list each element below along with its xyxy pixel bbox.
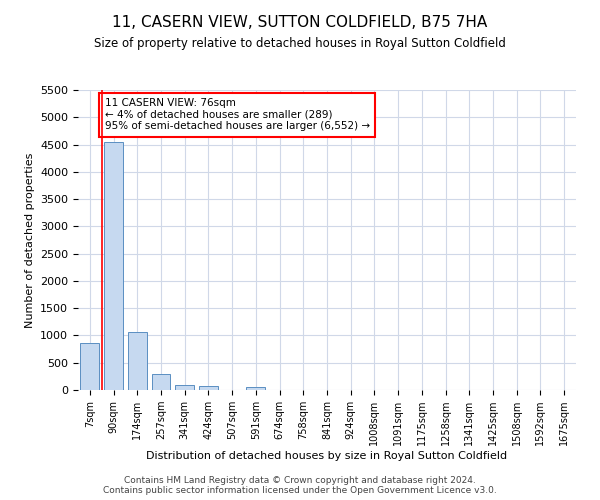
Bar: [247, 387, 265, 390]
Bar: [175, 385, 194, 390]
Text: Contains public sector information licensed under the Open Government Licence v3: Contains public sector information licen…: [103, 486, 497, 495]
Bar: [152, 374, 170, 390]
Bar: [199, 386, 218, 390]
Bar: [104, 142, 123, 390]
Text: 11, CASERN VIEW, SUTTON COLDFIELD, B75 7HA: 11, CASERN VIEW, SUTTON COLDFIELD, B75 7…: [112, 15, 488, 30]
X-axis label: Distribution of detached houses by size in Royal Sutton Coldfield: Distribution of detached houses by size …: [146, 451, 508, 461]
Text: 11 CASERN VIEW: 76sqm
← 4% of detached houses are smaller (289)
95% of semi-deta: 11 CASERN VIEW: 76sqm ← 4% of detached h…: [104, 98, 370, 132]
Bar: [80, 343, 100, 390]
Text: Size of property relative to detached houses in Royal Sutton Coldfield: Size of property relative to detached ho…: [94, 38, 506, 51]
Bar: [128, 332, 147, 390]
Y-axis label: Number of detached properties: Number of detached properties: [25, 152, 35, 328]
Text: Contains HM Land Registry data © Crown copyright and database right 2024.: Contains HM Land Registry data © Crown c…: [124, 476, 476, 485]
